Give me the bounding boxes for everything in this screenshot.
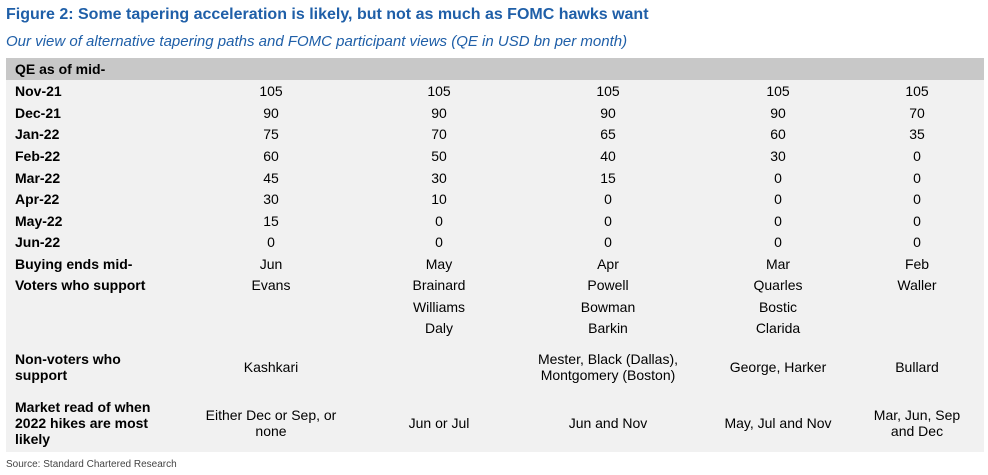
table-header: QE as of mid- <box>6 58 984 80</box>
table-cell: 105 <box>366 83 512 99</box>
table-cell: 0 <box>704 213 852 229</box>
table-cell: 15 <box>176 213 366 229</box>
table-cell: Either Dec or Sep, or none <box>176 407 366 439</box>
table-cell: 75 <box>176 126 366 142</box>
tapering-table: QE as of mid- Nov-21 105 105 105 105 105… <box>6 58 984 452</box>
table-row: Jan-22 75 70 65 60 35 <box>6 123 984 145</box>
table-cell: 105 <box>852 83 982 99</box>
table-cell: Bostic <box>704 299 852 315</box>
table-cell: 15 <box>512 170 704 186</box>
table-row: Voters who support Evans Brainard Powell… <box>6 274 984 296</box>
table-cell: 0 <box>852 213 982 229</box>
table-row: Apr-22 30 10 0 0 0 <box>6 188 984 210</box>
table-cell: May, Jul and Nov <box>704 415 852 431</box>
table-cell: 90 <box>366 105 512 121</box>
table-cell: 0 <box>512 191 704 207</box>
row-label: Nov-21 <box>6 83 176 99</box>
table-row: Nov-21 105 105 105 105 105 <box>6 80 984 102</box>
table-cell: 30 <box>366 170 512 186</box>
row-label: May-22 <box>6 213 176 229</box>
table-cell: Mar <box>704 256 852 272</box>
table-row: Market read of when 2022 hikes are most … <box>6 394 984 451</box>
table-cell: 35 <box>852 126 982 142</box>
table-cell: 0 <box>366 234 512 250</box>
table-cell: 10 <box>366 191 512 207</box>
table-cell: Bowman <box>512 299 704 315</box>
table-cell: 70 <box>366 126 512 142</box>
table-cell: 0 <box>704 170 852 186</box>
table-cell: 90 <box>176 105 366 121</box>
table-cell: 60 <box>704 126 852 142</box>
table-cell: 0 <box>852 148 982 164</box>
table-cell: Kashkari <box>176 359 366 375</box>
table-cell: 0 <box>704 191 852 207</box>
source-note: Source: Standard Chartered Research <box>6 459 177 470</box>
table-cell: 0 <box>852 170 982 186</box>
table-cell: Daly <box>366 320 512 336</box>
row-label: Mar-22 <box>6 170 176 186</box>
table-cell: Mester, Black (Dallas), Montgomery (Bost… <box>512 351 704 383</box>
table-cell: 70 <box>852 105 982 121</box>
row-label: Jun-22 <box>6 234 176 250</box>
table-cell: 0 <box>852 234 982 250</box>
row-label: Feb-22 <box>6 148 176 164</box>
table-cell: 65 <box>512 126 704 142</box>
table-cell: Waller <box>852 277 982 293</box>
figure-subtitle: Our view of alternative tapering paths a… <box>6 33 627 50</box>
row-label: Non-voters who support <box>6 351 176 383</box>
table-cell: 90 <box>704 105 852 121</box>
table-cell: 90 <box>512 105 704 121</box>
row-label: Apr-22 <box>6 191 176 207</box>
table-row: May-22 15 0 0 0 0 <box>6 210 984 231</box>
table-row: Jun-22 0 0 0 0 0 <box>6 231 984 253</box>
row-label: Voters who support <box>6 277 176 293</box>
table-cell: George, Harker <box>704 359 852 375</box>
table-row: Buying ends mid- Jun May Apr Mar Feb <box>6 253 984 274</box>
table-cell: Jun and Nov <box>512 415 704 431</box>
table-cell: 0 <box>852 191 982 207</box>
table-cell: Williams <box>366 299 512 315</box>
table-cell: May <box>366 256 512 272</box>
table-cell: 40 <box>512 148 704 164</box>
figure-title: Figure 2: Some tapering acceleration is … <box>6 6 649 24</box>
table-cell: Jun or Jul <box>366 415 512 431</box>
table-cell: 105 <box>704 83 852 99</box>
table-cell: Jun <box>176 256 366 272</box>
table-cell: 45 <box>176 170 366 186</box>
table-cell: Brainard <box>366 277 512 293</box>
table-cell: 60 <box>176 148 366 164</box>
row-label: Dec-21 <box>6 105 176 121</box>
table-cell: Apr <box>512 256 704 272</box>
table-row: Daly Barkin Clarida <box>6 317 984 339</box>
table-cell: Feb <box>852 256 982 272</box>
table-row: Mar-22 45 30 15 0 0 <box>6 167 984 188</box>
table-cell: Quarles <box>704 277 852 293</box>
table-row: Feb-22 60 50 40 30 0 <box>6 145 984 167</box>
row-label: Jan-22 <box>6 126 176 142</box>
table-cell: 0 <box>704 234 852 250</box>
table-cell: 0 <box>176 234 366 250</box>
table-row: Dec-21 90 90 90 90 70 <box>6 102 984 123</box>
table-cell: Clarida <box>704 320 852 336</box>
table-cell: 30 <box>176 191 366 207</box>
table-cell: 50 <box>366 148 512 164</box>
table-cell: Mar, Jun, Sep and Dec <box>852 407 982 439</box>
table-cell: 30 <box>704 148 852 164</box>
table-cell: 0 <box>512 213 704 229</box>
table-cell: Powell <box>512 277 704 293</box>
row-label: Buying ends mid- <box>6 256 176 272</box>
table-cell: 105 <box>176 83 366 99</box>
table-row: Williams Bowman Bostic <box>6 296 984 317</box>
table-cell: 0 <box>366 213 512 229</box>
table-header-label: QE as of mid- <box>15 61 105 77</box>
table-row: Non-voters who support Kashkari Mester, … <box>6 339 984 394</box>
table-cell: 0 <box>512 234 704 250</box>
table-cell: Bullard <box>852 359 982 375</box>
table-cell: Evans <box>176 277 366 293</box>
row-label: Market read of when 2022 hikes are most … <box>6 399 176 447</box>
table-cell: Barkin <box>512 320 704 336</box>
table-cell: 105 <box>512 83 704 99</box>
